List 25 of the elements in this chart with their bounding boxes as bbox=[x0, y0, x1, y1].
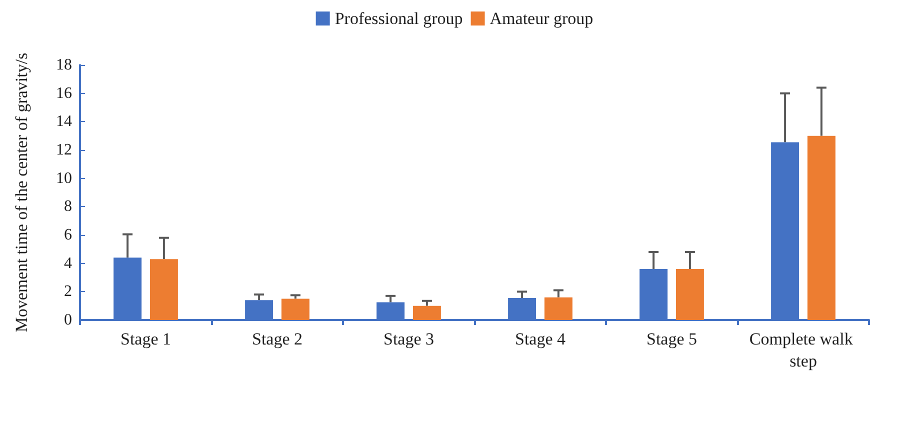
x-tick-label: Stage 1 bbox=[120, 330, 172, 348]
y-tick-label: 16 bbox=[56, 84, 72, 102]
y-tick-label: 6 bbox=[64, 226, 72, 244]
x-tick-label: Complete walk step bbox=[749, 330, 858, 370]
x-tick-label: Stage 5 bbox=[646, 330, 698, 348]
y-tick-label: 0 bbox=[64, 312, 72, 328]
y-tick-label: 4 bbox=[64, 254, 72, 272]
y-tick-label: 18 bbox=[56, 56, 72, 74]
bar bbox=[412, 306, 441, 320]
bar bbox=[544, 297, 572, 320]
x-tick-label: Stage 4 bbox=[514, 330, 566, 348]
y-tick-label: 14 bbox=[56, 113, 72, 130]
y-axis-title: Movement time of the center of gravity/s bbox=[12, 52, 31, 332]
bar bbox=[807, 136, 836, 320]
legend-label: Amateur group bbox=[490, 9, 594, 28]
y-tick-label: 8 bbox=[64, 198, 72, 216]
bar bbox=[676, 269, 704, 320]
y-tick-label: 2 bbox=[64, 283, 72, 300]
legend-label: Professional group bbox=[334, 9, 463, 28]
x-tick-label: Stage 2 bbox=[252, 330, 303, 348]
bar bbox=[150, 259, 178, 320]
y-tick-label: 10 bbox=[56, 170, 72, 187]
x-tick-label: Stage 3 bbox=[383, 330, 434, 348]
bar bbox=[281, 298, 310, 320]
y-tick-label: 12 bbox=[56, 142, 72, 158]
